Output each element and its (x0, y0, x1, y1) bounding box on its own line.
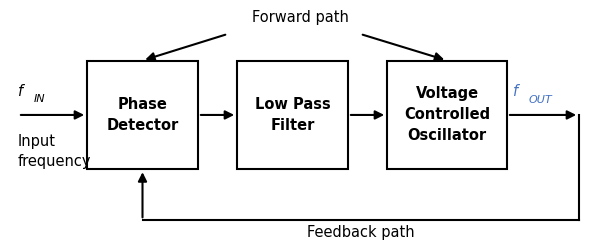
Bar (237, 60, 348, 169)
Text: IN: IN (34, 94, 45, 104)
Text: Phase
Detector: Phase Detector (106, 97, 179, 133)
Text: f: f (513, 84, 518, 99)
Text: Forward path: Forward path (251, 10, 349, 25)
Text: Low Pass
Filter: Low Pass Filter (254, 97, 331, 133)
Text: OUT: OUT (529, 95, 552, 105)
Bar (387, 60, 507, 169)
Text: Voltage
Controlled
Oscillator: Voltage Controlled Oscillator (404, 86, 490, 144)
Text: f: f (18, 84, 23, 99)
Text: Feedback path: Feedback path (307, 225, 415, 240)
Bar (87, 60, 198, 169)
Text: Input
frequency: Input frequency (18, 134, 91, 169)
